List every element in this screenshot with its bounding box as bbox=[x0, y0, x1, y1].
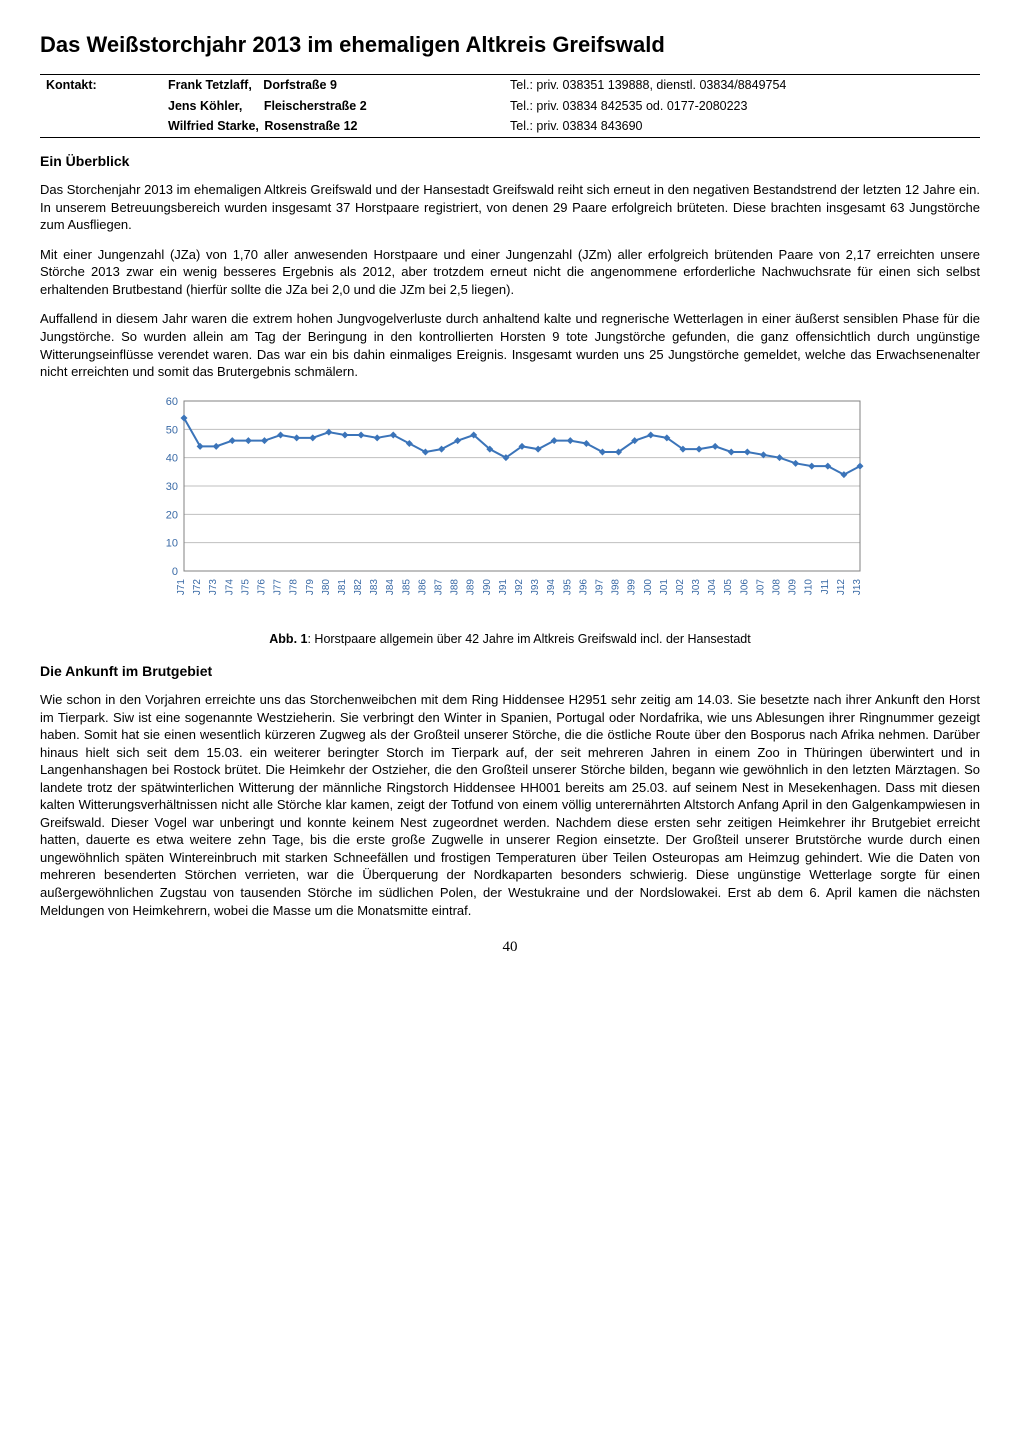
svg-text:J75: J75 bbox=[240, 578, 251, 595]
contact-addr: Dorfstraße 9 bbox=[263, 78, 337, 92]
svg-text:J79: J79 bbox=[305, 578, 316, 595]
contact-addr: Fleischerstraße 2 bbox=[264, 99, 367, 113]
svg-text:J81: J81 bbox=[337, 578, 348, 595]
svg-text:J94: J94 bbox=[546, 578, 557, 595]
caption-prefix: Abb. 1 bbox=[269, 632, 307, 646]
svg-text:J03: J03 bbox=[691, 578, 702, 595]
svg-text:J07: J07 bbox=[755, 578, 766, 595]
svg-text:J83: J83 bbox=[369, 578, 380, 595]
svg-text:J91: J91 bbox=[498, 578, 509, 595]
svg-text:J11: J11 bbox=[820, 578, 831, 594]
svg-text:J82: J82 bbox=[353, 578, 364, 595]
svg-text:J84: J84 bbox=[385, 578, 396, 595]
svg-text:30: 30 bbox=[166, 481, 178, 493]
svg-text:J93: J93 bbox=[530, 578, 541, 595]
contact-addr: Rosenstraße 12 bbox=[264, 119, 357, 133]
caption-text: : Horstpaare allgemein über 42 Jahre im … bbox=[307, 632, 750, 646]
svg-text:J01: J01 bbox=[659, 578, 670, 595]
contact-name: Wilfried Starke, bbox=[168, 119, 259, 133]
svg-text:J73: J73 bbox=[208, 578, 219, 595]
contact-row: Wilfried Starke, Rosenstraße 12 Tel.: pr… bbox=[40, 116, 980, 137]
contact-table: Kontakt: Frank Tetzlaff, Dorfstraße 9 Te… bbox=[40, 74, 980, 139]
svg-text:60: 60 bbox=[166, 396, 178, 408]
body-paragraph: Mit einer Jungenzahl (JZa) von 1,70 alle… bbox=[40, 246, 980, 299]
svg-text:J89: J89 bbox=[466, 578, 477, 595]
contact-tel: Tel.: priv. 03834 843690 bbox=[504, 116, 980, 137]
contact-name: Jens Köhler, bbox=[168, 99, 242, 113]
svg-text:J76: J76 bbox=[256, 578, 267, 595]
svg-text:J06: J06 bbox=[739, 578, 750, 595]
svg-text:50: 50 bbox=[166, 424, 178, 436]
svg-text:J99: J99 bbox=[627, 578, 638, 595]
svg-text:J09: J09 bbox=[788, 578, 799, 595]
svg-text:J88: J88 bbox=[450, 578, 461, 595]
contact-label: Kontakt: bbox=[40, 74, 162, 95]
contact-tel: Tel.: priv. 038351 139888, dienstl. 0383… bbox=[504, 74, 980, 95]
svg-text:J86: J86 bbox=[417, 578, 428, 595]
svg-text:J87: J87 bbox=[434, 578, 445, 595]
svg-text:J80: J80 bbox=[321, 578, 332, 595]
line-chart: 0 10 20 30 40 50 60 J71 J72 J73 J74 J75 J76 J77 J78 J79… bbox=[150, 393, 870, 623]
svg-text:J13: J13 bbox=[852, 578, 863, 595]
section-heading: Die Ankunft im Brutgebiet bbox=[40, 662, 980, 681]
svg-text:J04: J04 bbox=[707, 578, 718, 595]
body-paragraph: Auffallend in diesem Jahr waren die extr… bbox=[40, 310, 980, 380]
contact-tel: Tel.: priv. 03834 842535 od. 0177-208022… bbox=[504, 96, 980, 117]
section-heading: Ein Überblick bbox=[40, 152, 980, 171]
page-title: Das Weißstorchjahr 2013 im ehemaligen Al… bbox=[40, 30, 980, 60]
contact-name: Frank Tetzlaff, bbox=[168, 78, 252, 92]
svg-text:J96: J96 bbox=[578, 578, 589, 595]
svg-text:J85: J85 bbox=[401, 578, 412, 595]
chart-figure: 0 10 20 30 40 50 60 J71 J72 J73 J74 J75 J76 J77 J78 J79… bbox=[150, 393, 870, 628]
body-paragraph: Wie schon in den Vorjahren erreichte uns… bbox=[40, 691, 980, 919]
svg-text:J90: J90 bbox=[482, 578, 493, 595]
svg-text:J97: J97 bbox=[594, 578, 605, 595]
contact-row: Kontakt: Frank Tetzlaff, Dorfstraße 9 Te… bbox=[40, 74, 980, 95]
body-paragraph: Das Storchenjahr 2013 im ehemaligen Altk… bbox=[40, 181, 980, 234]
svg-text:J71: J71 bbox=[176, 578, 187, 595]
svg-text:J12: J12 bbox=[836, 578, 847, 595]
svg-text:J00: J00 bbox=[643, 578, 654, 595]
svg-text:J10: J10 bbox=[804, 578, 815, 595]
svg-text:J74: J74 bbox=[224, 578, 235, 595]
svg-text:J78: J78 bbox=[289, 578, 300, 595]
svg-text:J05: J05 bbox=[723, 578, 734, 595]
svg-text:J98: J98 bbox=[611, 578, 622, 595]
svg-text:10: 10 bbox=[166, 537, 178, 549]
svg-text:0: 0 bbox=[172, 566, 178, 578]
contact-row: Jens Köhler, Fleischerstraße 2 Tel.: pri… bbox=[40, 96, 980, 117]
svg-text:20: 20 bbox=[166, 509, 178, 521]
svg-text:J95: J95 bbox=[562, 578, 573, 595]
svg-text:J92: J92 bbox=[514, 578, 525, 595]
svg-text:J72: J72 bbox=[192, 578, 203, 595]
svg-text:J08: J08 bbox=[772, 578, 783, 595]
svg-text:40: 40 bbox=[166, 452, 178, 464]
page-number: 40 bbox=[40, 937, 980, 957]
chart-caption: Abb. 1: Horstpaare allgemein über 42 Jah… bbox=[40, 631, 980, 648]
svg-text:J77: J77 bbox=[273, 578, 284, 595]
svg-text:J02: J02 bbox=[675, 578, 686, 595]
